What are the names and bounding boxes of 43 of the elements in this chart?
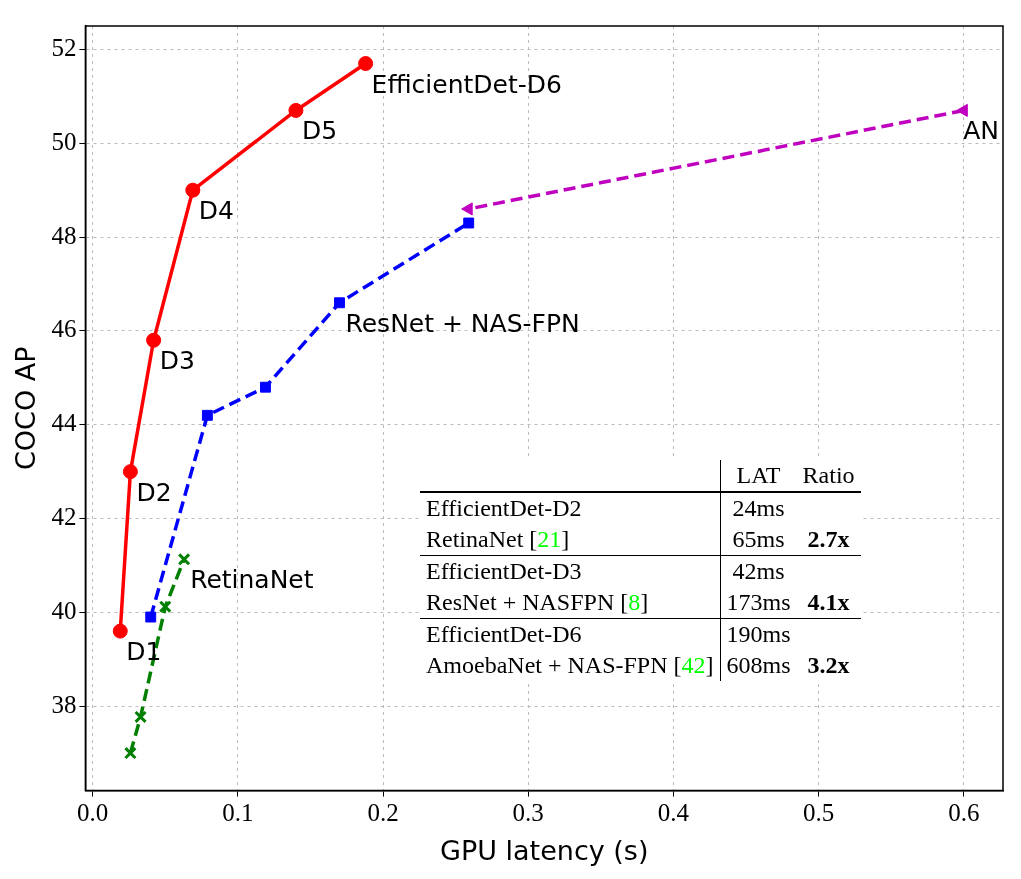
y-tick-label: 40 xyxy=(51,596,77,624)
annotation: ResNet + NASFPN [8] xyxy=(426,589,649,615)
x-axis-title: GPU latency (s) xyxy=(439,834,649,866)
y-tick-label: 42 xyxy=(51,503,77,531)
annotation: AmoebaNet + NAS-FPN [42] xyxy=(426,652,714,678)
annotation: EfficientDet-D3 xyxy=(426,558,582,584)
y-tick-label: 52 xyxy=(51,34,77,62)
annotation: ResNet + NAS-FPN xyxy=(345,308,580,338)
annotation: Ratio xyxy=(801,461,856,490)
annotation: EfficientDet-D6 xyxy=(371,69,562,99)
x-tick-label: 0.2 xyxy=(367,799,399,827)
annotation: EfficientDet-D2 xyxy=(426,495,582,521)
y-tick-label: 48 xyxy=(51,221,77,249)
annotation: LAT xyxy=(720,460,797,492)
annotation: EfficientDet-D6 xyxy=(426,621,582,647)
annotation: D5 xyxy=(301,116,338,146)
x-tick-label: 0.1 xyxy=(222,799,254,827)
annotation: 608ms xyxy=(720,650,797,681)
x-tick-label: 0.5 xyxy=(802,799,835,827)
y-tick-label: 38 xyxy=(51,690,77,718)
annotation: 24ms xyxy=(720,492,797,524)
x-tick-label: 0.3 xyxy=(512,799,544,827)
annotation: 3.2x xyxy=(806,651,851,680)
annotation: RetinaNet xyxy=(190,565,314,595)
annotation: AN xyxy=(963,116,1000,146)
annotation: D1 xyxy=(126,637,162,667)
annotation: 2.7x xyxy=(806,525,851,554)
annotation: D3 xyxy=(159,346,195,376)
annotation: D4 xyxy=(198,196,234,226)
annotation: 65ms xyxy=(720,524,797,556)
annotation: 4.1x xyxy=(806,588,851,617)
x-tick-label: 0.4 xyxy=(657,799,690,827)
y-tick-label: 46 xyxy=(51,315,77,343)
annotation: 173ms xyxy=(720,587,797,619)
y-tick-label: 44 xyxy=(51,409,77,437)
x-tick-label: 0.0 xyxy=(77,799,109,827)
annotation: D2 xyxy=(136,477,172,507)
x-tick-label: 0.6 xyxy=(948,799,980,827)
y-tick-label: 50 xyxy=(51,127,77,155)
annotation: 190ms xyxy=(720,618,797,650)
y-axis-title: COCO AP xyxy=(10,346,42,471)
annotation: RetinaNet [21] xyxy=(426,526,570,552)
annotation: 42ms xyxy=(720,555,797,587)
